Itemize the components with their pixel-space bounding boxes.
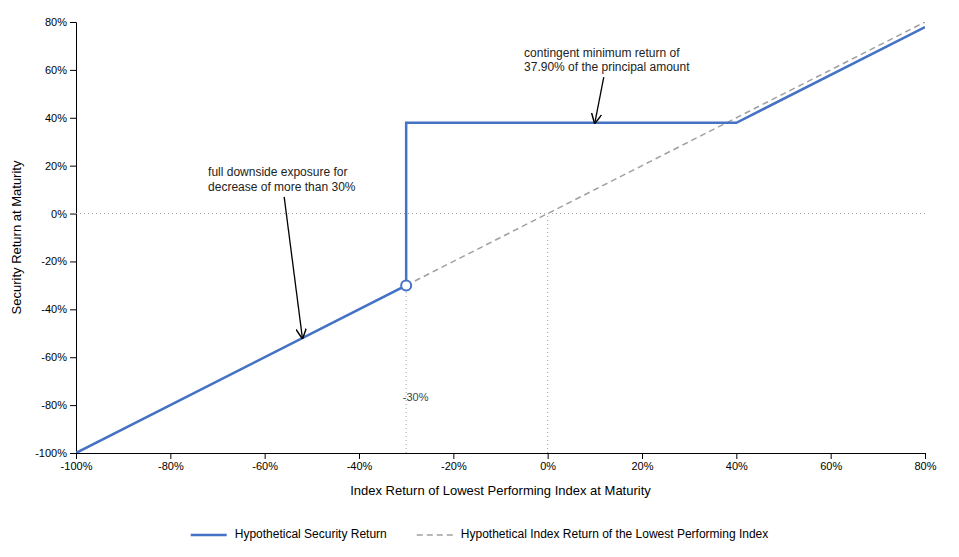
tick: -40% xyxy=(347,453,373,472)
chart: -100%-80%-60%-40%-20%0%20%40%60%80%-100%… xyxy=(0,0,959,557)
x-axis-title: Index Return of Lowest Performing Index … xyxy=(350,483,651,498)
tick-label: 40% xyxy=(726,460,748,472)
tick-label: 80% xyxy=(45,16,67,28)
legend-label: Hypothetical Index Return of the Lowest … xyxy=(461,527,769,541)
tick-label: 0% xyxy=(540,460,556,472)
tick-mark xyxy=(70,357,76,358)
tick-label: 60% xyxy=(45,64,67,76)
tick-label: 60% xyxy=(820,460,842,472)
tick-label: -60% xyxy=(41,351,67,363)
x-axis: -100% -80% -60% -40% -20% 0% 20% 40% 60% 80% xyxy=(61,453,937,472)
tick-mark xyxy=(642,453,643,459)
tick: 80% xyxy=(45,16,76,28)
annotation-line: full downside exposure for xyxy=(208,165,347,179)
annotation-arrow xyxy=(595,77,604,123)
annotations: -30% contingent minimum return of37.90% o… xyxy=(208,46,690,403)
tick-label: -100% xyxy=(61,460,93,472)
tick-mark xyxy=(170,453,171,459)
tick-label: -20% xyxy=(441,460,467,472)
tick: 40% xyxy=(726,453,748,472)
tick: -20% xyxy=(441,453,467,472)
tick: 80% xyxy=(914,453,936,472)
annotation-text: contingent minimum return of37.90% of th… xyxy=(524,46,690,74)
plot: -100%-80%-60%-40%-20%0%20%40%60%80%-100%… xyxy=(35,16,937,472)
tick-mark xyxy=(70,261,76,262)
tick-mark xyxy=(70,405,76,406)
tick: 0% xyxy=(51,208,76,220)
tick-mark xyxy=(736,453,737,459)
series-line xyxy=(76,27,925,453)
annotation-line: 37.90% of the principal amount xyxy=(524,60,690,74)
legend-item: Hypothetical Security Return xyxy=(191,527,387,541)
axis-line xyxy=(77,454,926,460)
axis-line xyxy=(70,23,77,454)
y-axis: -100% -80% -60% -40% -20% 0% 20% 40% 60% 80% xyxy=(35,16,76,459)
tick-mark xyxy=(359,453,360,459)
tick: 60% xyxy=(820,453,842,472)
tick-label: 40% xyxy=(45,112,67,124)
annotation-text: full downside exposure fordecrease of mo… xyxy=(208,165,356,193)
tick-label: 80% xyxy=(914,460,936,472)
legend-item: Hypothetical Index Return of the Lowest … xyxy=(417,527,769,541)
tick-mark xyxy=(70,70,76,71)
legend-label: Hypothetical Security Return xyxy=(235,527,387,541)
series-line xyxy=(76,22,925,453)
reference-line xyxy=(76,213,925,214)
tick-label: -100% xyxy=(35,447,67,459)
tick-mark xyxy=(70,453,76,454)
tick-label: -20% xyxy=(41,255,67,267)
tick-label: -60% xyxy=(252,460,278,472)
tick-mark xyxy=(70,118,76,119)
data-area xyxy=(76,22,925,453)
tick: -60% xyxy=(41,351,76,363)
legend: Hypothetical Security Return Hypothetical… xyxy=(191,527,769,541)
tick: 40% xyxy=(45,112,76,124)
annotation-label: -30% xyxy=(403,391,429,403)
tick-label: -80% xyxy=(41,399,67,411)
legend-swatch xyxy=(191,534,227,537)
tick-label: 20% xyxy=(45,160,67,172)
annotation-line: decrease of more than 30% xyxy=(208,180,356,194)
tick: 60% xyxy=(45,64,76,76)
tick: 20% xyxy=(631,453,653,472)
annotation-arrow xyxy=(284,197,302,338)
tick: -100% xyxy=(35,447,76,459)
tick-label: -40% xyxy=(347,460,373,472)
legend-swatch xyxy=(417,534,453,536)
tick-mark xyxy=(70,166,76,167)
tick: -20% xyxy=(41,255,76,267)
tick-mark xyxy=(831,453,832,459)
tick-mark xyxy=(265,453,266,459)
tick-mark xyxy=(453,453,454,459)
tick-mark xyxy=(70,309,76,310)
reference-line xyxy=(547,214,548,453)
tick-mark xyxy=(70,22,76,23)
tick: -40% xyxy=(41,303,76,315)
tick-mark xyxy=(548,453,549,459)
tick-mark xyxy=(925,453,926,459)
tick-label: -80% xyxy=(158,460,184,472)
annotation-line: contingent minimum return of xyxy=(524,46,680,60)
tick-mark xyxy=(70,214,76,215)
tick: 0% xyxy=(540,453,556,472)
tick: 20% xyxy=(45,160,76,172)
y-axis-title: Security Return at Maturity xyxy=(9,160,24,314)
tick-label: 0% xyxy=(51,208,67,220)
tick: -60% xyxy=(252,453,278,472)
tick: -80% xyxy=(158,453,184,472)
tick-label: 20% xyxy=(631,460,653,472)
point-marker xyxy=(401,280,411,290)
tick-label: -40% xyxy=(41,303,67,315)
tick: -80% xyxy=(41,399,76,411)
